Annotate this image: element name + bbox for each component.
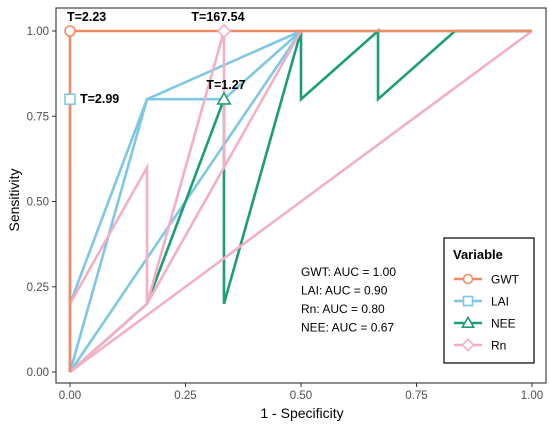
annotations-layer: T=2.23 T=2.99 T=167.54 T=1.27 [67, 10, 246, 106]
y-tick-label: 1.00 [27, 26, 49, 38]
threshold-marker-rn [216, 23, 232, 39]
y-tick-label: 0.50 [27, 197, 49, 209]
auc-label: GWT: AUC = 1.00 [301, 265, 396, 279]
auc-label: LAI: AUC = 0.90 [301, 284, 388, 298]
auc-labels-layer: GWT: AUC = 1.00 LAI: AUC = 0.90 Rn: AUC = … [301, 265, 396, 335]
series-line-nee [69, 28, 532, 373]
threshold-marker-nee [216, 91, 232, 105]
auc-label: Rn: AUC = 0.80 [301, 302, 385, 316]
threshold-label-rn: T=167.54 [191, 10, 244, 24]
legend-label-gwt: GWT [491, 273, 520, 287]
axes-layer: 0.00 0.00 0.25 0.25 0.50 0.50 0.75 0.75 1.00 1.00 [27, 7, 547, 402]
markers-layer [64, 23, 232, 105]
x-tick-label: 0.25 [174, 390, 196, 402]
auc-label: NEE: AUC = 0.67 [301, 321, 394, 335]
legend-key-diamond-icon [461, 338, 475, 352]
threshold-label-lai: T=2.99 [80, 92, 119, 106]
legend-title: Variable [453, 247, 503, 262]
x-tick-label: 0.75 [405, 390, 427, 402]
x-tick-label: 0.00 [59, 390, 81, 402]
y-axis-title: Sensitivity [6, 168, 22, 231]
legend-key-triangle-icon [460, 315, 476, 329]
legend-layer: Variable GWT LAI NEE Rn [443, 237, 535, 364]
x-axis-title: 1 - Specificity [260, 405, 343, 421]
series-line-gwt [68, 29, 532, 372]
threshold-label-nee: T=1.27 [206, 78, 245, 92]
legend-label-lai: LAI [491, 295, 509, 309]
legend-key-square-icon [462, 295, 474, 307]
y-tick-label: 0.00 [27, 367, 49, 379]
legend-label-nee: NEE [491, 317, 516, 331]
threshold-marker-gwt [64, 25, 76, 37]
legend-key-circle-icon [462, 273, 474, 285]
threshold-marker-lai [64, 93, 76, 105]
x-tick-label: 1.00 [521, 390, 543, 402]
legend-label-rn: Rn [491, 339, 506, 353]
y-tick-label: 0.25 [27, 282, 49, 294]
x-tick-label: 0.50 [290, 390, 312, 402]
y-tick-label: 0.75 [27, 111, 49, 123]
threshold-label-gwt: T=2.23 [67, 10, 106, 24]
